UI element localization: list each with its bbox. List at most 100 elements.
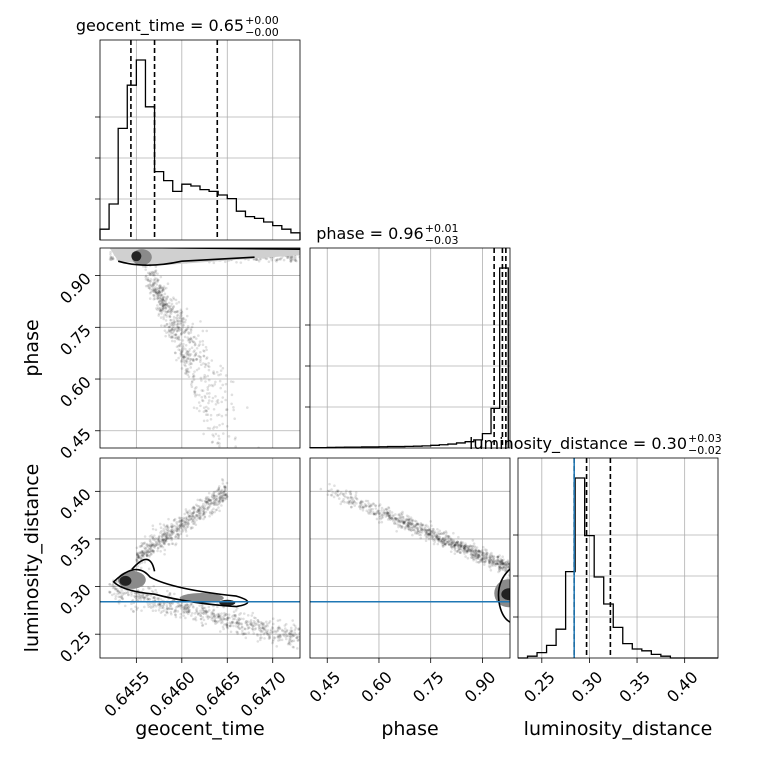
sample-point xyxy=(165,533,169,537)
sample-point xyxy=(189,329,193,332)
sample-point xyxy=(485,557,489,560)
sample-point xyxy=(179,333,183,336)
sample-point xyxy=(234,615,237,619)
sample-point xyxy=(185,534,189,538)
sample-point xyxy=(175,324,179,327)
sample-point xyxy=(166,589,169,593)
sample-point xyxy=(177,335,181,338)
sample-point xyxy=(135,558,139,562)
sample-point xyxy=(166,530,169,533)
sample-point xyxy=(456,540,459,544)
sample-point xyxy=(444,536,447,540)
sample-point xyxy=(206,364,210,368)
sample-point xyxy=(496,562,500,566)
sample-point xyxy=(165,302,168,306)
sample-point xyxy=(493,559,497,563)
sample-point xyxy=(431,535,434,538)
sample-point xyxy=(137,555,141,559)
sample-point xyxy=(364,504,368,507)
sample-point xyxy=(471,553,475,557)
sample-point xyxy=(210,611,214,614)
sample-point xyxy=(226,618,229,621)
sample-point xyxy=(179,616,182,619)
sample-point xyxy=(251,625,255,628)
sample-point xyxy=(441,544,445,548)
sample-point xyxy=(111,257,115,261)
sample-point xyxy=(394,517,398,521)
sample-point xyxy=(473,552,477,556)
sample-point xyxy=(153,546,156,549)
sample-point xyxy=(458,543,462,547)
sample-point xyxy=(226,616,230,620)
sample-point xyxy=(204,510,208,514)
sample-point xyxy=(149,271,152,274)
sample-point xyxy=(140,543,144,547)
sample-point xyxy=(190,346,194,350)
sample-point xyxy=(157,602,160,606)
sample-point xyxy=(161,296,165,299)
sample-point xyxy=(278,627,282,631)
sample-point xyxy=(166,528,169,531)
sample-point xyxy=(160,293,163,297)
sample-point xyxy=(235,622,239,625)
sample-point xyxy=(159,294,163,297)
sample-point xyxy=(472,557,476,561)
sample-point xyxy=(144,265,148,269)
sample-point xyxy=(157,536,161,540)
sample-point xyxy=(450,541,453,545)
sample-point xyxy=(220,619,224,622)
sample-point xyxy=(166,532,170,535)
sample-point xyxy=(222,491,225,494)
sample-point xyxy=(372,502,375,505)
sample-point xyxy=(181,344,185,348)
sample-point xyxy=(151,535,154,539)
sample-point xyxy=(157,293,160,297)
sample-point xyxy=(195,393,199,397)
sample-point xyxy=(210,441,214,444)
sample-point xyxy=(265,620,268,624)
sample-point xyxy=(386,511,390,515)
sample-point xyxy=(428,529,431,532)
sample-point xyxy=(130,602,133,606)
sample-point xyxy=(179,526,182,529)
sample-point xyxy=(163,539,166,542)
sample-point xyxy=(167,328,171,332)
sample-point xyxy=(404,525,408,529)
sample-point xyxy=(157,535,161,539)
sample-point xyxy=(193,507,197,511)
sample-point xyxy=(169,530,172,534)
sample-point xyxy=(495,560,499,564)
sample-point xyxy=(145,554,149,557)
sample-point xyxy=(213,497,216,501)
sample-point xyxy=(336,490,340,493)
sample-point xyxy=(156,297,160,301)
sample-point xyxy=(190,339,194,342)
sample-point xyxy=(286,255,290,259)
sample-point xyxy=(377,512,381,516)
sample-point xyxy=(173,310,177,314)
sample-point xyxy=(192,511,196,514)
sample-point xyxy=(165,610,169,614)
sample-point xyxy=(278,636,281,640)
sample-point xyxy=(150,544,154,547)
sample-point xyxy=(217,506,220,509)
sample-point xyxy=(405,523,408,527)
sample-point xyxy=(259,638,262,642)
sample-point xyxy=(259,621,263,624)
sample-point xyxy=(503,568,507,572)
sample-point xyxy=(201,513,205,516)
sample-point xyxy=(184,528,188,532)
sample-point xyxy=(152,273,155,276)
sample-point xyxy=(168,533,171,537)
sample-point xyxy=(415,532,419,535)
sample-point xyxy=(498,569,501,572)
sample-point xyxy=(290,255,294,259)
sample-point xyxy=(172,610,176,614)
sample-point xyxy=(161,304,165,308)
sample-point xyxy=(151,602,154,605)
sample-point xyxy=(477,557,480,560)
sample-point xyxy=(237,623,240,626)
sample-point xyxy=(347,502,351,506)
sample-point xyxy=(179,308,183,312)
sample-point xyxy=(341,493,345,496)
